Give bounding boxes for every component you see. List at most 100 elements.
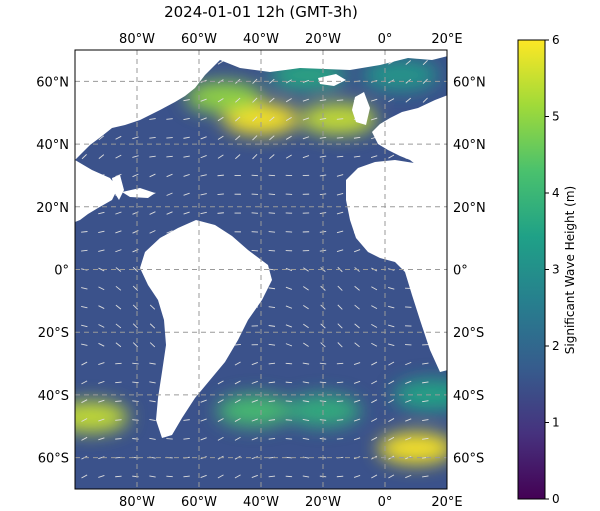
direction-arrow: [269, 116, 275, 122]
latitude-label: 20°S: [38, 326, 69, 341]
latitude-label: 20°N: [36, 201, 69, 216]
direction-arrow: [183, 173, 190, 177]
direction-arrow: [217, 380, 224, 385]
latitude-label: 0°: [453, 264, 468, 279]
direction-arrow: [200, 98, 207, 102]
direction-arrow: [81, 436, 88, 441]
direction-arrow: [183, 211, 190, 215]
direction-arrow: [115, 249, 122, 253]
direction-arrow: [217, 174, 224, 177]
longitude-label: 60°W: [181, 495, 217, 510]
direction-arrow: [217, 60, 224, 65]
direction-arrow: [388, 380, 395, 385]
direction-arrow: [115, 173, 122, 177]
direction-arrow: [166, 192, 173, 196]
direction-arrow: [98, 154, 105, 159]
direction-arrow: [252, 135, 258, 141]
direction-arrow: [149, 118, 156, 120]
latitude-label: 40°S: [38, 389, 69, 404]
direction-arrow: [337, 304, 343, 310]
colorbar-bar: [517, 39, 546, 500]
direction-arrow: [132, 419, 139, 421]
direction-arrow: [98, 437, 105, 441]
direction-arrow: [302, 155, 310, 159]
direction-arrow: [337, 323, 343, 329]
map-title: 2024-01-01 12h (GMT-3h): [164, 3, 358, 21]
latitude-label: 60°N: [36, 75, 69, 90]
longitude-label: 20°E: [431, 495, 462, 510]
direction-arrow: [303, 342, 309, 347]
direction-arrow: [336, 174, 344, 177]
direction-arrow: [268, 362, 276, 365]
direction-arrow: [217, 474, 224, 479]
longitude-label: 0°: [378, 32, 393, 47]
direction-arrow: [115, 419, 122, 421]
direction-arrow: [200, 136, 207, 140]
direction-arrow: [149, 437, 156, 440]
direction-arrow: [353, 399, 361, 403]
direction-arrow: [132, 438, 139, 440]
colorbar-tick-label: 3: [552, 263, 560, 277]
direction-arrow: [303, 286, 309, 291]
direction-arrow: [98, 230, 105, 234]
land-cuba: [122, 188, 155, 198]
land-iceland: [318, 74, 346, 86]
longitude-label: 80°W: [119, 495, 155, 510]
direction-arrow: [387, 324, 395, 328]
direction-arrow: [422, 78, 428, 84]
direction-arrow: [234, 418, 241, 422]
direction-arrow: [285, 267, 293, 272]
latitude-label: 0°: [54, 264, 69, 279]
direction-arrow: [353, 155, 361, 158]
direction-arrow: [268, 325, 276, 327]
direction-arrow: [319, 174, 327, 177]
direction-arrow: [115, 230, 122, 234]
longitude-labels-top: 80°W 60°W 40°W 20°W 0° 20°E: [119, 32, 463, 47]
direction-arrow: [268, 343, 276, 346]
direction-arrow: [149, 342, 156, 348]
direction-arrow: [422, 381, 429, 384]
longitude-label: 20°W: [305, 495, 341, 510]
direction-arrow: [285, 362, 293, 365]
latitude-label: 40°N: [453, 138, 486, 153]
direction-arrow: [422, 362, 429, 365]
direction-arrow: [200, 174, 207, 177]
direction-arrow: [354, 285, 360, 291]
direction-arrow: [234, 399, 241, 404]
direction-arrow: [149, 323, 156, 329]
land-north-america: [75, 50, 447, 160]
direction-arrow: [234, 344, 241, 346]
direction-arrow: [422, 475, 429, 478]
direction-arrow: [166, 155, 173, 158]
direction-arrow: [422, 400, 429, 403]
direction-arrow: [319, 118, 327, 120]
direction-arrow: [183, 117, 190, 120]
direction-arrow: [405, 474, 412, 479]
map-area: [75, 50, 447, 489]
direction-arrow: [217, 116, 224, 122]
direction-arrow: [354, 342, 360, 348]
direction-arrow: [149, 136, 156, 139]
direction-arrow: [234, 380, 241, 385]
direction-arrow: [115, 400, 122, 402]
land-africa: [346, 160, 447, 372]
direction-arrow: [405, 418, 412, 422]
direction-arrow: [81, 343, 88, 346]
direction-arrow: [371, 399, 378, 404]
direction-arrow: [285, 343, 293, 347]
direction-arrow: [268, 437, 276, 440]
direction-arrow: [98, 305, 105, 309]
direction-arrow: [302, 437, 310, 440]
direction-arrow: [388, 399, 395, 404]
direction-arrow: [115, 362, 122, 365]
colorbar-tick-label: 2: [552, 339, 560, 353]
direction-arrow: [388, 418, 395, 422]
direction-arrow: [302, 98, 310, 102]
direction-arrow: [149, 400, 156, 403]
direction-arrow: [319, 136, 327, 139]
direction-arrow: [388, 361, 395, 366]
direction-arrow: [285, 154, 292, 159]
land-british-isles: [352, 92, 370, 125]
direction-arrow: [98, 135, 105, 141]
direction-arrow: [303, 267, 309, 272]
